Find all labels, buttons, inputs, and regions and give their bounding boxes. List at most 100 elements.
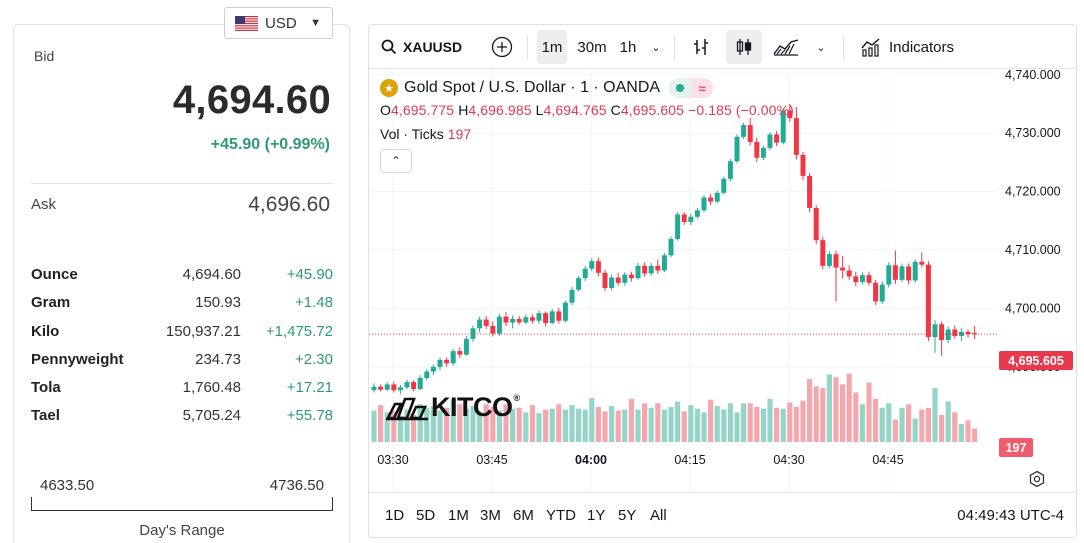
candle-body — [859, 275, 865, 283]
volume-bar — [813, 386, 819, 442]
volume-bar — [371, 410, 377, 442]
volume-bar — [787, 402, 793, 442]
candle-body — [727, 161, 733, 179]
candle-body — [470, 328, 476, 339]
time-axis-label: 04:15 — [674, 453, 705, 467]
toolbar-divider — [843, 35, 844, 59]
volume-bar — [952, 412, 958, 442]
range-6m-button[interactable]: 6M — [513, 507, 534, 524]
us-flag-icon — [235, 15, 258, 31]
volume-bar — [939, 415, 945, 442]
candle-body — [945, 329, 951, 341]
candle-body — [833, 254, 839, 268]
area-style-button[interactable] — [769, 30, 803, 64]
volume-bar — [549, 408, 555, 442]
days-range-bar — [31, 497, 333, 511]
range-ytd-button[interactable]: YTD — [546, 507, 576, 524]
ohlc-close: 4,695.605 — [620, 102, 685, 118]
interval-1h-button[interactable]: 1h — [619, 38, 637, 56]
registered-mark: ® — [513, 392, 521, 403]
candle-body — [556, 311, 562, 321]
candle-body — [866, 275, 872, 283]
indicators-button[interactable]: Indicators — [852, 30, 962, 64]
market-status-pill[interactable]: ≈ — [669, 78, 714, 98]
interval-1m-button[interactable]: 1m — [537, 30, 567, 64]
candle-body — [886, 265, 892, 285]
candle-body — [463, 338, 469, 355]
price-card — [13, 24, 350, 543]
candle-body — [378, 386, 384, 390]
candle-body — [430, 366, 436, 372]
candle-body — [721, 178, 727, 193]
unit-price: 234.73 — [195, 350, 241, 368]
volume-bar — [820, 388, 826, 442]
range-5y-button[interactable]: 5Y — [618, 507, 637, 524]
candle-body — [939, 324, 945, 341]
candle-body — [615, 277, 621, 283]
candle-body — [714, 192, 720, 202]
volume-bar — [767, 398, 773, 442]
volume-bar — [424, 407, 430, 442]
gold-coin-icon: ★ — [380, 79, 398, 97]
range-1m-button[interactable]: 1M — [448, 507, 469, 524]
bid-label: Bid — [34, 48, 55, 64]
candle-body — [925, 264, 931, 338]
time-axis-label: 03:30 — [377, 453, 408, 467]
volume-bar — [589, 397, 595, 442]
candle-style-button[interactable] — [726, 30, 762, 64]
volume-label: Vol · Ticks — [380, 126, 444, 142]
time-axis-label: 04:45 — [872, 453, 903, 467]
candle-body — [701, 197, 707, 211]
volume-bar — [826, 374, 832, 442]
bars-icon — [694, 39, 708, 55]
candle-body — [846, 270, 852, 277]
candle-body — [622, 274, 628, 283]
candle-body — [787, 110, 793, 119]
volume-bar — [582, 409, 588, 442]
chart-style-dropdown-chevron-icon[interactable]: ⌄ — [816, 41, 826, 54]
unit-name: Gram — [31, 294, 71, 312]
candle-body — [628, 274, 634, 279]
volume-bar — [562, 409, 568, 442]
range-3m-button[interactable]: 3M — [480, 507, 501, 524]
symbol-search-button[interactable]: XAUUSD — [377, 30, 469, 64]
currency-select[interactable]: USD ▼ — [224, 7, 333, 39]
volume-bar — [833, 377, 839, 442]
candle-body — [576, 278, 582, 290]
candle-body — [609, 277, 615, 289]
range-5d-button[interactable]: 5D — [416, 507, 436, 524]
candle-body — [912, 261, 918, 281]
candle-body — [688, 216, 694, 223]
volume-bar — [391, 411, 397, 442]
kitco-logo: KITCO ® — [385, 392, 520, 423]
range-bar — [369, 492, 1076, 537]
range-1y-button[interactable]: 1Y — [587, 507, 606, 524]
range-all-button[interactable]: All — [650, 507, 667, 524]
range-1d-button[interactable]: 1D — [385, 507, 405, 524]
volume-bar — [378, 405, 384, 442]
interval-30m-button[interactable]: 30m — [577, 38, 607, 56]
legend-collapse-button[interactable]: ⌃ — [380, 149, 412, 173]
volume-bar — [734, 412, 740, 442]
bar-style-button[interactable] — [685, 30, 717, 64]
volume-bar — [496, 410, 502, 442]
unit-change: +2.30 — [295, 350, 333, 368]
volume-bar — [450, 399, 456, 442]
ohlc-high-label: H — [458, 102, 469, 118]
kitco-logo-mark-icon — [385, 397, 428, 420]
volume-bar — [483, 404, 489, 442]
volume-bar — [569, 405, 575, 442]
chart-settings-icon[interactable] — [1028, 470, 1046, 492]
candle-body — [892, 265, 898, 280]
candle-body — [424, 371, 430, 378]
interval-dropdown-chevron-icon[interactable]: ⌄ — [651, 41, 661, 54]
volume-bar — [490, 406, 496, 442]
compare-button[interactable] — [487, 30, 517, 64]
candle-body — [813, 208, 819, 241]
candle-body — [760, 147, 766, 158]
candle-body — [483, 319, 489, 326]
price-chart[interactable]: 4,740.000 4,730.000 4,720.000 4,710.000 4,70… — [369, 69, 1077, 492]
volume-bar — [886, 403, 892, 442]
candle-body — [595, 261, 601, 273]
volume-bar — [510, 408, 516, 442]
